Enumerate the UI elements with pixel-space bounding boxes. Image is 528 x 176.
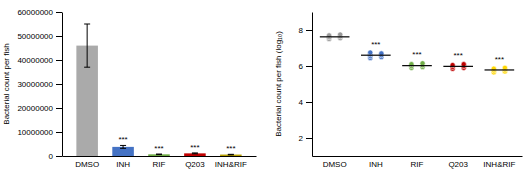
tick: 60000000 [17,8,62,17]
bar [220,155,242,156]
tick-mark [306,30,312,31]
axis-line [312,13,313,157]
tick-label: 20000000 [17,104,53,113]
tick: 40000000 [17,56,62,65]
tick: INH&RIF [483,160,515,169]
y-axis: 0 10000000 20000000 30000000 40000000 5000000… [17,8,62,161]
annotation: *** [454,51,463,60]
mean-line [320,36,350,37]
y-axis: 2 4 6 8 [299,13,313,157]
mean-line [402,65,432,66]
tick-mark [56,108,62,109]
bar [184,153,206,156]
x-axis: DMSO INH RIF Q203 INH&RIF [63,157,257,169]
annotation: *** [154,144,163,153]
x-axis: DMSO INH RIF Q203 INH&RIF [313,157,523,169]
figure: 0 10000000 20000000 30000000 40000000 5000000… [0,0,528,176]
tick-mark [56,12,62,13]
tick: DMSO [75,160,99,169]
tick: 0 [49,152,62,161]
tick-label: INH&RIF [215,160,247,169]
bar [148,154,170,156]
tick-label: INH&RIF [483,160,515,169]
tick-mark [56,132,62,133]
y-axis-title: Bacterial count per fish [2,43,11,124]
marks [76,24,241,156]
tick: INH [116,160,130,169]
axis-line [63,156,257,157]
tick: 4 [299,98,312,107]
error-bar [156,154,162,156]
tick-mark [56,60,62,61]
tick: RIF [411,160,424,169]
y-axis-title: Bacterial count per fish (log₁₀) [274,31,283,137]
tick: Q203 [185,160,205,169]
tick: 50000000 [17,32,62,41]
tick-mark [56,36,62,37]
tick: INH [369,160,383,169]
annotation: *** [495,55,504,64]
tick: 10000000 [17,128,62,137]
tick-mark [306,102,312,103]
annotation: *** [226,144,235,153]
tick-label: 10000000 [17,128,53,137]
axis-line [313,156,523,157]
tick: 2 [299,134,312,143]
error-bar [228,154,234,155]
tick: DMSO [323,160,347,169]
mean-line [443,66,473,67]
annotation: *** [190,143,199,152]
tick: INH&RIF [215,160,247,169]
tick: 6 [299,62,312,71]
tick: 30000000 [17,80,62,89]
tick-label: 40000000 [17,56,53,65]
tick-label: 50000000 [17,32,53,41]
axis-line [62,13,63,157]
mean-line [361,55,391,56]
tick-label: 4 [299,98,304,107]
tick-label: 6 [299,62,304,71]
annotation: *** [118,135,127,144]
tick-label: 60000000 [17,8,53,17]
dot [368,50,373,55]
tick-label: 0 [49,152,54,161]
panel: 2 4 6 8 DMSO INH RIF Q203 INH&RIF Bacterial count… [274,13,523,169]
tick-label: RIF [411,160,424,169]
tick-label: 2 [299,134,304,143]
error-bar [84,24,90,67]
panel: 0 10000000 20000000 30000000 40000000 5000000… [2,8,257,169]
tick-label: INH [116,160,130,169]
tick: Q203 [448,160,468,169]
mean-line [485,69,515,70]
error-bar [192,152,198,154]
tick: RIF [153,160,166,169]
tick-label: 8 [299,26,304,35]
tick-label: DMSO [75,160,99,169]
tick: 20000000 [17,104,62,113]
tick-label: Q203 [185,160,205,169]
tick-mark [306,66,312,67]
error-bar [120,145,126,148]
tick-mark [306,138,312,139]
tick-label: 30000000 [17,80,53,89]
tick-mark [56,84,62,85]
annotation: *** [412,50,421,59]
marks [320,32,514,75]
annotation: *** [371,40,380,49]
tick-mark [56,156,62,157]
tick-label: Q203 [448,160,468,169]
tick-label: DMSO [323,160,347,169]
tick-label: RIF [153,160,166,169]
tick: 8 [299,26,312,35]
tick-label: INH [369,160,383,169]
